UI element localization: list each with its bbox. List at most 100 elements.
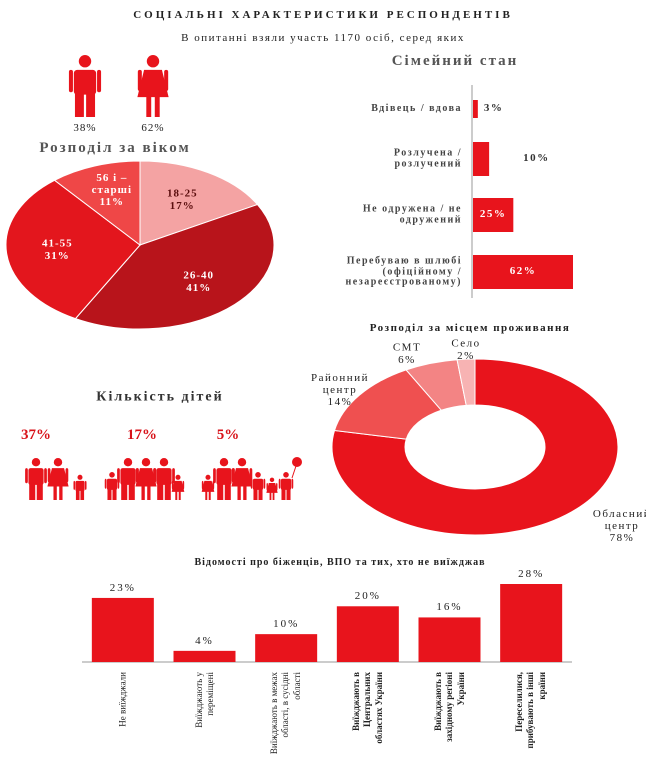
icon-leg <box>154 95 160 117</box>
bar <box>473 100 478 118</box>
icon-leg <box>128 483 135 500</box>
category-label: Вдівець / вдова <box>371 102 462 114</box>
icon-leg <box>269 492 272 500</box>
chart-title: Відомості про біженців, ВПО та тих, хто … <box>194 556 486 568</box>
value-label: 25% <box>479 208 507 221</box>
icon-body <box>156 468 172 485</box>
icon-head <box>53 458 63 467</box>
icon-body <box>171 480 185 492</box>
family-icon <box>201 457 302 500</box>
icon-leg <box>121 483 128 500</box>
bar <box>255 634 318 662</box>
icon-leg <box>147 485 151 500</box>
slice-label: Село <box>451 337 481 350</box>
icon-leg <box>258 488 263 500</box>
icon-arm <box>135 468 139 483</box>
slice-value: 41% <box>186 281 212 294</box>
value-label: 37% <box>21 427 51 444</box>
icon-leg <box>237 485 241 500</box>
icon-head <box>283 472 289 478</box>
icon-leg <box>286 488 291 500</box>
icon-head <box>141 458 151 467</box>
icon-head <box>219 458 229 467</box>
slice-value: 11% <box>99 195 125 208</box>
icon-body <box>106 478 118 490</box>
icon-leg <box>157 483 164 500</box>
icon-arm <box>44 468 47 484</box>
gender-icon <box>137 55 169 117</box>
chart-title: Кількість дітей <box>96 389 224 405</box>
slice-value: 31% <box>44 249 70 262</box>
icon-body <box>266 482 278 493</box>
slice-value: 2% <box>457 350 475 362</box>
icon-arm <box>266 482 268 491</box>
icon-body <box>135 468 157 487</box>
icon-leg <box>36 483 43 500</box>
icon-leg <box>208 491 211 500</box>
slice-label: Районний центр <box>311 371 369 396</box>
icon-leg <box>75 489 80 500</box>
icon-leg <box>107 488 112 500</box>
icon-head <box>109 472 115 478</box>
icon-arm <box>65 468 69 483</box>
icon-leg <box>141 485 145 500</box>
icon-arm <box>164 69 169 91</box>
icon-arm <box>263 478 266 489</box>
slice-value: 78% <box>609 532 635 544</box>
icon-head <box>77 474 83 480</box>
icon-arm <box>47 468 51 483</box>
icon-head <box>31 458 41 467</box>
icon-body <box>201 480 215 492</box>
bar <box>91 597 154 662</box>
icon-body <box>231 468 253 487</box>
icon-leg <box>53 485 57 500</box>
bar <box>473 198 514 232</box>
pie-slice <box>5 179 141 320</box>
icon-head <box>175 474 181 480</box>
icon-arm <box>97 69 102 93</box>
bar <box>473 142 490 176</box>
value-label: 5% <box>216 427 240 444</box>
icon-arm <box>276 482 278 491</box>
icon-arm <box>153 468 156 484</box>
family-icon <box>25 458 87 500</box>
icon-body <box>47 468 69 487</box>
icon-leg <box>86 92 96 117</box>
slice-value: 6% <box>398 354 416 366</box>
icon-arm <box>172 468 175 484</box>
icon-leg <box>112 488 117 500</box>
icon-body <box>28 468 44 485</box>
icon-arm <box>73 480 76 490</box>
icon-leg <box>224 483 231 500</box>
icon-arm <box>212 480 215 490</box>
category-label: Розлучена / розлучений <box>393 147 462 169</box>
slice-label: Обласний центр <box>592 507 646 532</box>
category-label: Не виїжджали <box>117 672 128 727</box>
chart-title: Розподіл за віком <box>39 140 191 157</box>
slice-label: СМТ <box>392 341 422 354</box>
icon-head <box>237 458 247 467</box>
icon-body <box>73 69 97 95</box>
chart-title: Розподіл за місцем проживання <box>369 322 571 335</box>
category-label: Виїжджають в західному регіоні України <box>432 672 466 742</box>
icon-arm <box>25 468 28 484</box>
value-label: 20% <box>354 590 381 603</box>
value-label: 10% <box>273 618 300 631</box>
icon-body <box>75 480 85 491</box>
icon-leg <box>164 483 171 500</box>
icon-head <box>269 477 275 483</box>
category-label: Виїжджають в межах області, в сусідні об… <box>269 672 302 755</box>
icon-arm <box>68 69 73 93</box>
icon-leg <box>217 483 224 500</box>
value-label: 16% <box>436 601 463 614</box>
value-label: 17% <box>127 427 157 444</box>
slice-label: 18-25 <box>166 187 198 200</box>
icon-head <box>78 55 92 68</box>
category-label: Переселилися, прибувають в інші країни <box>514 672 547 749</box>
icon-arm <box>278 478 281 489</box>
pie-slice <box>53 160 141 247</box>
icon-leg <box>74 92 84 117</box>
icon-arm <box>182 480 185 490</box>
value-label: 4% <box>195 635 214 648</box>
icon-leg <box>281 488 286 500</box>
